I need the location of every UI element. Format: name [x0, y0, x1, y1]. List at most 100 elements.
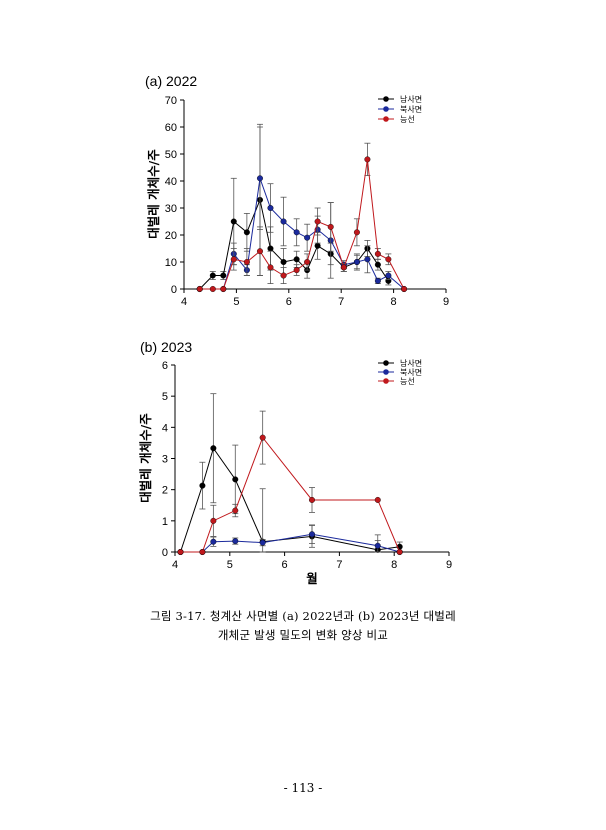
y-tick-label: 70	[165, 95, 177, 107]
x-tick-label: 9	[446, 559, 452, 571]
data-point	[374, 250, 381, 257]
x-tick-label: 5	[233, 296, 239, 308]
data-point	[309, 531, 316, 538]
series-north	[177, 524, 403, 556]
legend-marker	[383, 106, 389, 112]
data-point	[304, 259, 311, 266]
data-point	[243, 259, 250, 266]
data-point	[232, 507, 239, 514]
data-point	[293, 267, 300, 274]
panel-b-label: (b) 2023	[140, 339, 193, 355]
data-point	[210, 445, 217, 452]
y-tick-label: 0	[171, 284, 177, 296]
x-tick-label: 4	[181, 296, 187, 308]
data-point	[364, 156, 371, 163]
figure-caption-line1: 그림 3-17. 청계산 사면별 (a) 2022년과 (b) 2023년 대벌…	[150, 609, 456, 623]
data-point	[220, 286, 227, 293]
legend-label: 능선	[400, 115, 415, 124]
x-tick-label: 5	[227, 559, 233, 571]
x-tick-label: 4	[172, 559, 178, 571]
x-tick-label: 6	[282, 559, 288, 571]
data-point	[230, 256, 237, 263]
data-point	[340, 264, 347, 271]
data-point	[327, 223, 334, 230]
data-point	[220, 272, 227, 279]
series-line	[180, 436, 401, 553]
data-point	[353, 259, 360, 266]
data-point	[364, 256, 371, 263]
y-tick-label: 4	[162, 422, 168, 434]
data-point	[314, 218, 321, 225]
y-tick-label: 6	[162, 360, 168, 372]
data-point	[309, 496, 316, 503]
data-point	[401, 286, 408, 293]
data-point	[374, 261, 381, 268]
y-tick-label: 0	[162, 547, 168, 559]
x-tick-label: 9	[443, 296, 449, 308]
data-point	[256, 175, 263, 182]
data-point	[196, 286, 203, 293]
legend-label: 북사면	[400, 104, 422, 114]
series-line	[180, 447, 400, 553]
data-point	[280, 259, 287, 266]
data-point	[314, 242, 321, 249]
legend-marker	[383, 378, 389, 384]
data-point	[209, 286, 216, 293]
data-point	[385, 272, 392, 279]
legend-marker	[383, 360, 389, 366]
legend-label: 남사면	[400, 358, 422, 368]
data-point	[374, 496, 381, 503]
data-point	[232, 476, 239, 483]
data-point	[280, 272, 287, 279]
y-axis-label: 대벌레 개체수/주	[146, 149, 161, 239]
data-point	[385, 256, 392, 263]
y-tick-label: 2	[162, 485, 168, 497]
data-point	[209, 272, 216, 279]
data-point	[243, 229, 250, 236]
y-tick-label: 3	[162, 454, 168, 466]
series-line	[199, 178, 405, 290]
data-point	[259, 539, 266, 546]
data-point	[304, 234, 311, 241]
data-point	[230, 218, 237, 225]
data-point	[267, 204, 274, 211]
data-point	[374, 277, 381, 284]
data-point	[199, 482, 206, 489]
y-tick-label: 10	[165, 257, 177, 269]
data-point	[256, 248, 263, 255]
series-ridge	[177, 410, 403, 556]
y-tick-label: 5	[162, 391, 168, 403]
series-north	[196, 126, 408, 293]
data-point	[210, 517, 217, 524]
x-tick-label: 8	[391, 296, 397, 308]
x-tick-label: 7	[338, 296, 344, 308]
data-point	[177, 549, 184, 556]
y-axis-label: 대벌레 개체수/주	[138, 413, 153, 503]
series-ridge	[196, 142, 408, 293]
data-point	[293, 256, 300, 263]
data-point	[267, 245, 274, 252]
legend-label: 남사면	[400, 94, 422, 104]
y-tick-label: 1	[162, 516, 168, 528]
data-point	[293, 229, 300, 236]
x-tick-label: 7	[336, 559, 342, 571]
series-line	[199, 159, 405, 290]
y-tick-label: 20	[165, 230, 177, 242]
x-axis-label: 월	[306, 571, 318, 586]
panel-a-label: (a) 2022	[145, 73, 198, 89]
y-tick-label: 60	[165, 122, 177, 134]
data-point	[199, 549, 206, 556]
legend-label: 능선	[400, 377, 415, 386]
data-point	[210, 538, 217, 545]
data-point	[280, 218, 287, 225]
legend-marker	[383, 369, 389, 375]
data-point	[396, 549, 403, 556]
y-tick-label: 50	[165, 149, 177, 161]
legend-label: 북사면	[400, 367, 422, 377]
series-south	[177, 393, 403, 556]
data-point	[232, 538, 239, 545]
legend-marker	[383, 96, 389, 102]
data-point	[267, 264, 274, 271]
